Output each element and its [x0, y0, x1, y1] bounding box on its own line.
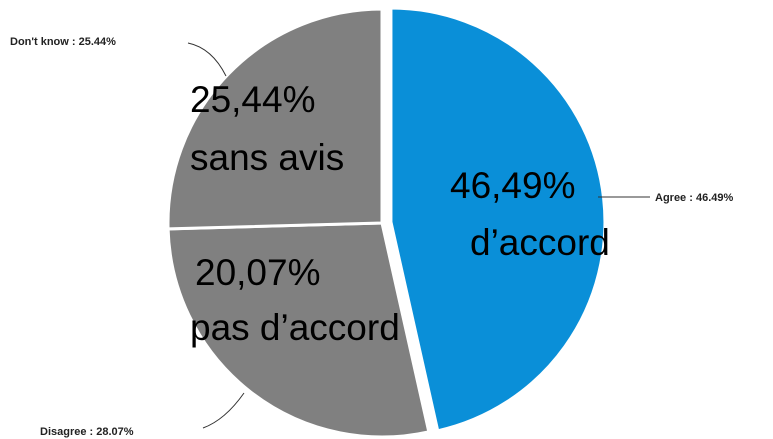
leader-line	[202, 392, 245, 429]
annotation: d’accord	[470, 222, 610, 263]
annotation: pas d’accord	[190, 307, 400, 348]
pie-slice	[166, 221, 431, 439]
leader-line	[187, 42, 227, 77]
pie-slice	[166, 7, 384, 231]
annotation: 46,49%	[450, 165, 576, 206]
slice-label: Don't know : 25.44%	[10, 36, 116, 48]
annotation: sans avis	[190, 137, 344, 178]
pie-slice	[389, 6, 607, 433]
annotation: 25,44%	[190, 79, 316, 120]
annotation: 20,07%	[195, 252, 321, 293]
slice-label: Agree : 46.49%	[655, 192, 733, 204]
slice-label: Disagree : 28.07%	[40, 426, 134, 438]
